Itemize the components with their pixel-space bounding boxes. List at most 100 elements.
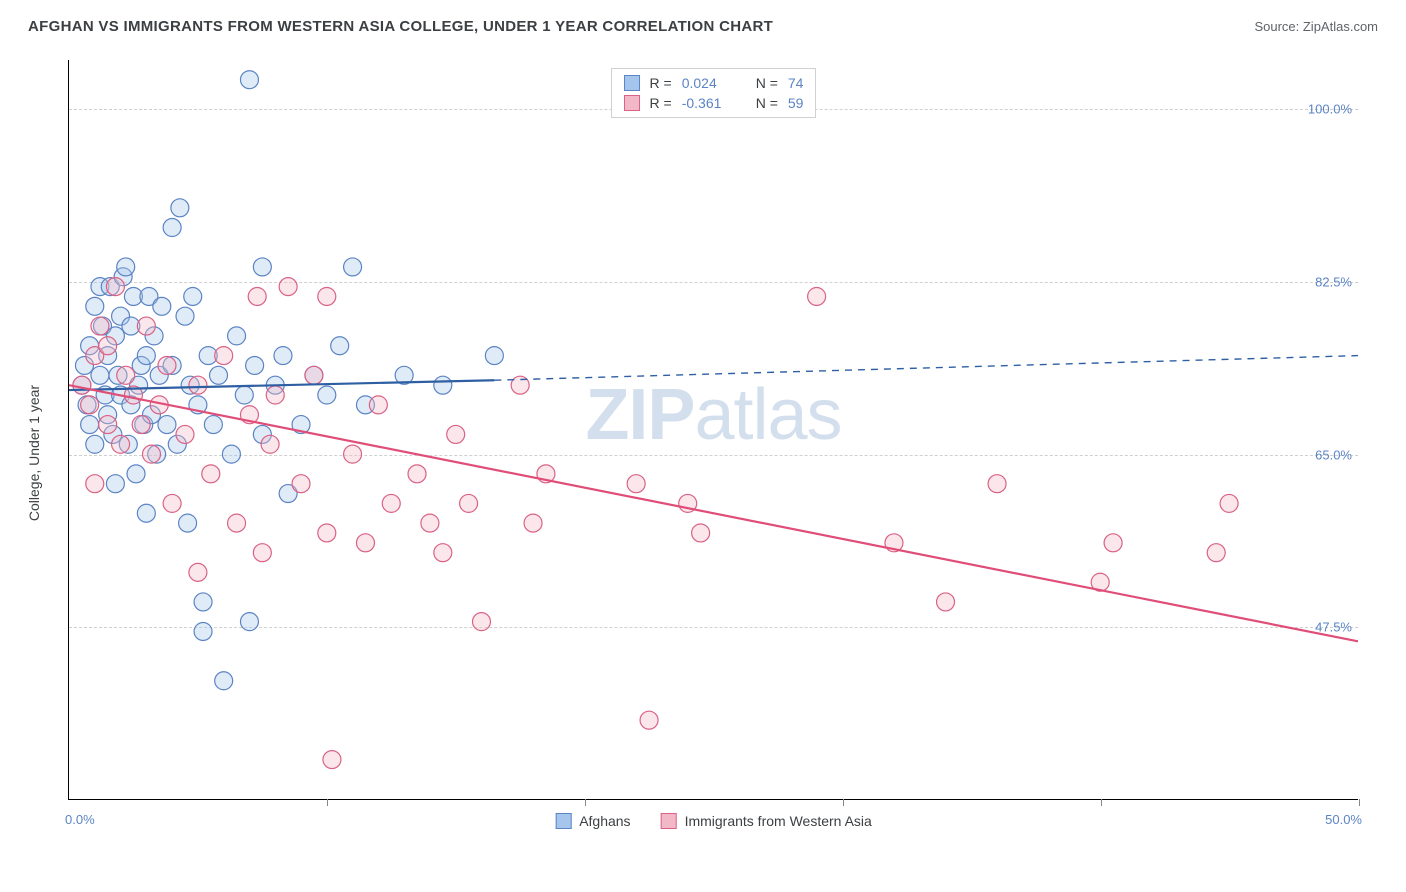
scatter-svg	[69, 60, 1358, 799]
data-point	[81, 416, 99, 434]
x-tick	[1359, 799, 1360, 806]
data-point	[143, 445, 161, 463]
data-point	[305, 366, 323, 384]
data-point	[274, 347, 292, 365]
legend-swatch	[624, 75, 640, 91]
data-point	[240, 71, 258, 89]
data-point	[215, 672, 233, 690]
data-point	[318, 386, 336, 404]
data-point	[81, 396, 99, 414]
n-label: N =	[756, 95, 778, 111]
data-point	[382, 494, 400, 512]
data-point	[106, 475, 124, 493]
data-point	[344, 258, 362, 276]
series-legend: Afghans Immigrants from Western Asia	[555, 813, 872, 829]
data-point	[524, 514, 542, 532]
x-min-label: 0.0%	[65, 812, 95, 827]
data-point	[1104, 534, 1122, 552]
r-value: 0.024	[682, 75, 738, 91]
data-point	[485, 347, 503, 365]
data-point	[228, 327, 246, 345]
r-label: R =	[650, 95, 672, 111]
data-point	[447, 425, 465, 443]
data-point	[331, 337, 349, 355]
x-tick	[1101, 799, 1102, 806]
data-point	[137, 317, 155, 335]
n-value: 59	[788, 95, 804, 111]
data-point	[640, 711, 658, 729]
data-point	[246, 356, 264, 374]
data-point	[189, 563, 207, 581]
legend-row: R = -0.361N = 59	[624, 93, 804, 113]
data-point	[171, 199, 189, 217]
data-point	[1220, 494, 1238, 512]
data-point	[318, 287, 336, 305]
legend-label: Immigrants from Western Asia	[685, 813, 872, 829]
data-point	[176, 307, 194, 325]
data-point	[988, 475, 1006, 493]
data-point	[228, 514, 246, 532]
x-tick	[585, 799, 586, 806]
data-point	[261, 435, 279, 453]
data-point	[194, 593, 212, 611]
data-point	[240, 613, 258, 631]
data-point	[137, 347, 155, 365]
data-point	[215, 347, 233, 365]
data-point	[692, 524, 710, 542]
data-point	[163, 219, 181, 237]
data-point	[627, 475, 645, 493]
data-point	[163, 494, 181, 512]
data-point	[369, 396, 387, 414]
data-point	[86, 297, 104, 315]
legend-swatch	[661, 813, 677, 829]
source-attribution: Source: ZipAtlas.com	[1254, 19, 1378, 34]
data-point	[117, 366, 135, 384]
data-point	[99, 416, 117, 434]
data-point	[117, 258, 135, 276]
data-point	[127, 465, 145, 483]
data-point	[323, 751, 341, 769]
data-point	[91, 317, 109, 335]
data-point	[189, 376, 207, 394]
data-point	[210, 366, 228, 384]
legend-label: Afghans	[579, 813, 630, 829]
legend-swatch	[624, 95, 640, 111]
data-point	[472, 613, 490, 631]
r-label: R =	[650, 75, 672, 91]
x-tick	[843, 799, 844, 806]
data-point	[158, 416, 176, 434]
trend-line-extrapolated	[494, 356, 1358, 381]
legend-item: Afghans	[555, 813, 630, 829]
data-point	[179, 514, 197, 532]
data-point	[292, 475, 310, 493]
n-label: N =	[756, 75, 778, 91]
data-point	[194, 623, 212, 641]
y-axis-label: College, Under 1 year	[26, 385, 42, 521]
n-value: 74	[788, 75, 804, 91]
data-point	[421, 514, 439, 532]
data-point	[356, 534, 374, 552]
correlation-legend: R = 0.024 N = 74 R = -0.361N = 59	[611, 68, 817, 118]
data-point	[91, 366, 109, 384]
data-point	[253, 544, 271, 562]
data-point	[222, 445, 240, 463]
data-point	[235, 386, 253, 404]
plot-area: ZIPatlas R = 0.024N = 74R = -0.361N = 59…	[68, 60, 1358, 800]
x-tick	[327, 799, 328, 806]
chart-container: College, Under 1 year ZIPatlas R = 0.024…	[28, 50, 1378, 840]
legend-swatch	[555, 813, 571, 829]
data-point	[408, 465, 426, 483]
data-point	[808, 287, 826, 305]
data-point	[73, 376, 91, 394]
data-point	[153, 297, 171, 315]
legend-row: R = 0.024 N = 74	[624, 73, 804, 93]
data-point	[253, 258, 271, 276]
data-point	[344, 445, 362, 463]
data-point	[86, 475, 104, 493]
data-point	[204, 416, 222, 434]
chart-title: AFGHAN VS IMMIGRANTS FROM WESTERN ASIA C…	[28, 18, 773, 35]
data-point	[434, 376, 452, 394]
data-point	[266, 386, 284, 404]
data-point	[158, 356, 176, 374]
data-point	[279, 278, 297, 296]
